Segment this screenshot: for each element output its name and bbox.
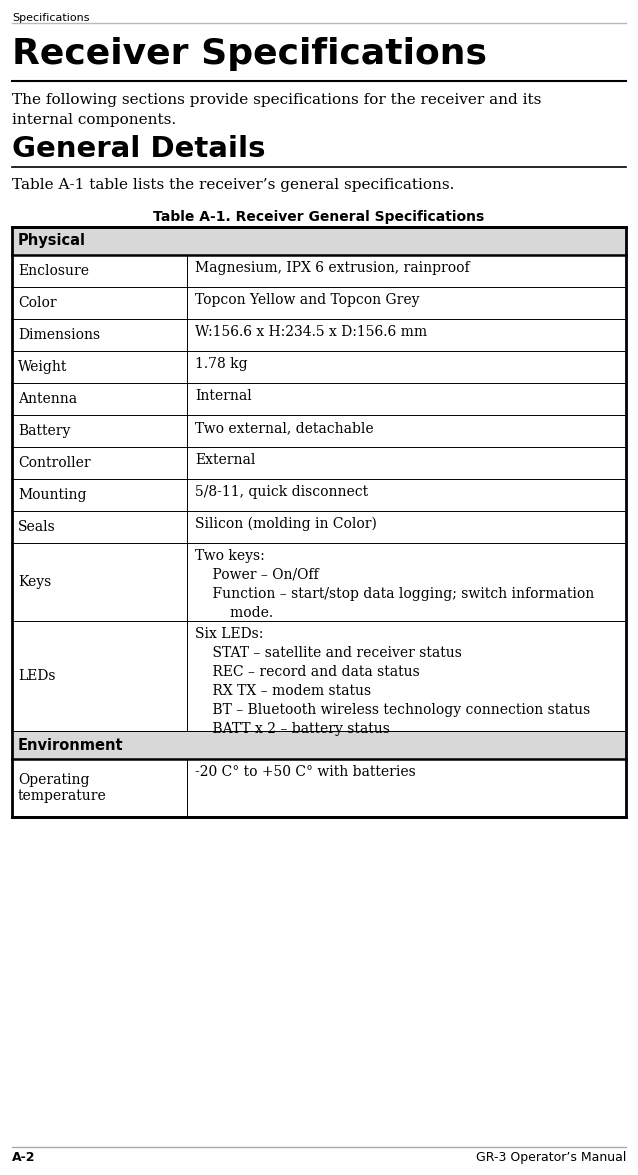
Text: Six LEDs:
    STAT – satellite and receiver status
    REC – record and data sta: Six LEDs: STAT – satellite and receiver … — [195, 627, 590, 736]
Text: Table A-1. Receiver General Specifications: Table A-1. Receiver General Specificatio… — [153, 210, 485, 224]
Text: GR-3 Operator’s Manual: GR-3 Operator’s Manual — [475, 1152, 626, 1164]
Text: Specifications: Specifications — [12, 13, 89, 24]
Text: Controller: Controller — [18, 456, 91, 470]
Text: Antenna: Antenna — [18, 392, 77, 407]
Text: Seals: Seals — [18, 521, 56, 533]
Text: Environment: Environment — [18, 738, 124, 752]
Text: Internal: Internal — [195, 389, 252, 403]
Bar — [12, 731, 626, 759]
Text: Battery: Battery — [18, 424, 70, 438]
Text: Magnesium, IPX 6 extrusion, rainproof: Magnesium, IPX 6 extrusion, rainproof — [195, 261, 470, 275]
Text: Weight: Weight — [18, 360, 68, 374]
Text: A-2: A-2 — [12, 1152, 36, 1164]
Text: External: External — [195, 454, 255, 466]
Text: Two external, detachable: Two external, detachable — [195, 421, 374, 435]
Text: Two keys:
    Power – On/Off
    Function – start/stop data logging; switch info: Two keys: Power – On/Off Function – star… — [195, 549, 594, 620]
Text: Physical: Physical — [18, 234, 86, 248]
Text: W:156.6 x H:234.5 x D:156.6 mm: W:156.6 x H:234.5 x D:156.6 mm — [195, 325, 427, 340]
Text: 5/8-11, quick disconnect: 5/8-11, quick disconnect — [195, 485, 368, 499]
Text: Topcon Yellow and Topcon Grey: Topcon Yellow and Topcon Grey — [195, 293, 420, 307]
Text: General Details: General Details — [12, 135, 265, 163]
Text: Keys: Keys — [18, 575, 51, 589]
Text: Color: Color — [18, 296, 57, 310]
Text: Dimensions: Dimensions — [18, 328, 100, 342]
Text: LEDs: LEDs — [18, 669, 56, 683]
Text: Enclosure: Enclosure — [18, 264, 89, 278]
Text: Silicon (molding in Color): Silicon (molding in Color) — [195, 517, 377, 531]
Text: -20 C° to +50 C° with batteries: -20 C° to +50 C° with batteries — [195, 765, 416, 779]
Text: Operating
temperature: Operating temperature — [18, 773, 107, 803]
Text: 1.78 kg: 1.78 kg — [195, 357, 248, 371]
Text: The following sections provide specifications for the receiver and its
internal : The following sections provide specifica… — [12, 93, 542, 127]
Text: Table A-1 table lists the receiver’s general specifications.: Table A-1 table lists the receiver’s gen… — [12, 177, 454, 192]
Bar — [12, 227, 626, 255]
Text: Receiver Specifications: Receiver Specifications — [12, 36, 487, 70]
Bar — [12, 227, 626, 817]
Text: Mounting: Mounting — [18, 488, 87, 502]
